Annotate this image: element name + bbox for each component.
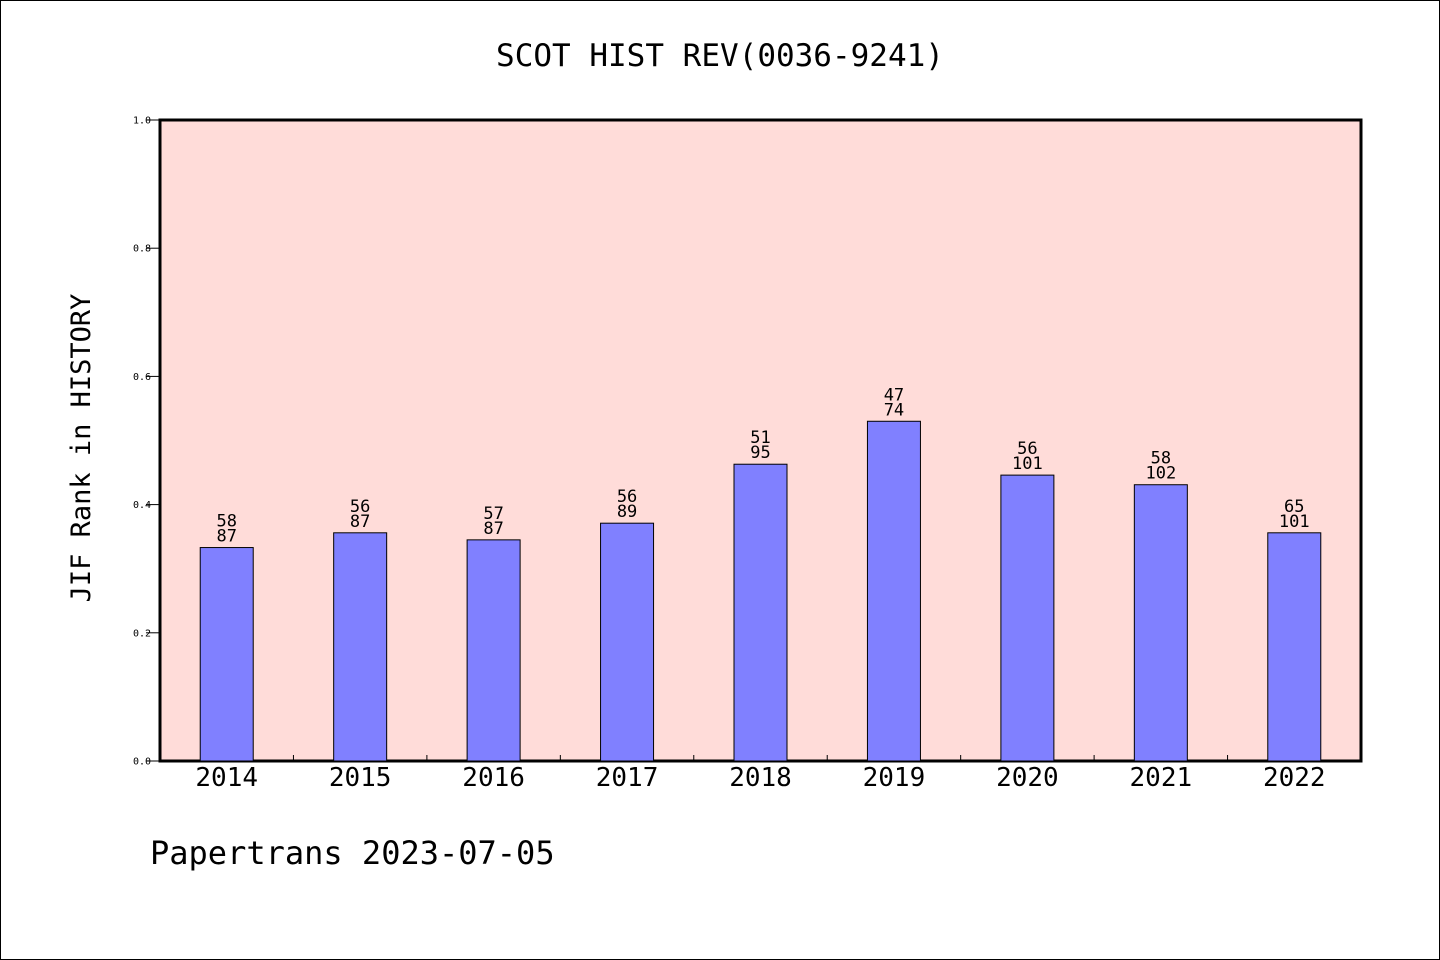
bar-label-total: 95 <box>750 443 770 463</box>
bar-label-rank: 51 <box>750 428 770 448</box>
x-tick-label: 2022 <box>1263 763 1326 793</box>
x-tick-label: 2017 <box>596 763 659 793</box>
bar <box>333 532 388 762</box>
bar-label-rank: 57 <box>483 504 503 524</box>
y-tick-label: 0.8 <box>133 244 151 255</box>
bar-label-total: 89 <box>617 502 637 522</box>
bar-series <box>199 420 1322 762</box>
bar-label-total: 101 <box>1279 512 1310 532</box>
bar-label-total: 101 <box>1012 454 1043 474</box>
footer-credit: Papertrans 2023-07-05 <box>150 834 555 872</box>
y-axis-label: JIF Rank in HISTORY <box>66 294 97 603</box>
bar <box>1267 532 1322 762</box>
bar-label-rank: 58 <box>216 512 236 532</box>
x-tick-label: 2015 <box>329 763 392 793</box>
bar <box>199 547 254 762</box>
bar-label-total: 102 <box>1145 464 1176 484</box>
bar-label-total: 87 <box>350 512 370 532</box>
x-tick-label: 2018 <box>729 763 792 793</box>
chart-title: SCOT HIST REV(0036-9241) <box>496 38 944 74</box>
bar-label-rank: 56 <box>1017 439 1037 459</box>
y-tick-label: 0.0 <box>133 757 151 768</box>
x-tick-label: 2020 <box>996 763 1059 793</box>
y-tick-label: 1.0 <box>133 116 151 127</box>
bar <box>600 522 655 762</box>
x-axis: 2014 2015 2016 2017 2018 2019 2020 2021 2022 <box>195 755 1326 793</box>
y-axis: 0.0 0.2 0.4 0.6 0.8 1.0 <box>133 116 160 768</box>
bar <box>733 463 788 762</box>
y-tick-label: 0.6 <box>133 372 151 383</box>
bar <box>466 539 521 762</box>
x-tick-label: 2019 <box>863 763 926 793</box>
bar <box>866 420 921 762</box>
bar-label-rank: 58 <box>1151 449 1171 469</box>
x-tick-label: 2021 <box>1130 763 1193 793</box>
bar-label-rank: 65 <box>1284 497 1304 517</box>
bar <box>1000 474 1055 762</box>
bar-label-total: 74 <box>884 400 904 420</box>
bar-label-total: 87 <box>216 527 236 547</box>
bar-label-total: 87 <box>483 519 503 539</box>
bar <box>1133 484 1188 762</box>
bar-label-rank: 56 <box>617 487 637 507</box>
x-tick-label: 2014 <box>195 763 258 793</box>
y-tick-label: 0.2 <box>133 628 151 639</box>
bar-label-rank: 56 <box>350 497 370 517</box>
y-tick-label: 0.4 <box>133 500 151 511</box>
bar-label-rank: 47 <box>884 385 904 405</box>
x-tick-label: 2016 <box>462 763 525 793</box>
